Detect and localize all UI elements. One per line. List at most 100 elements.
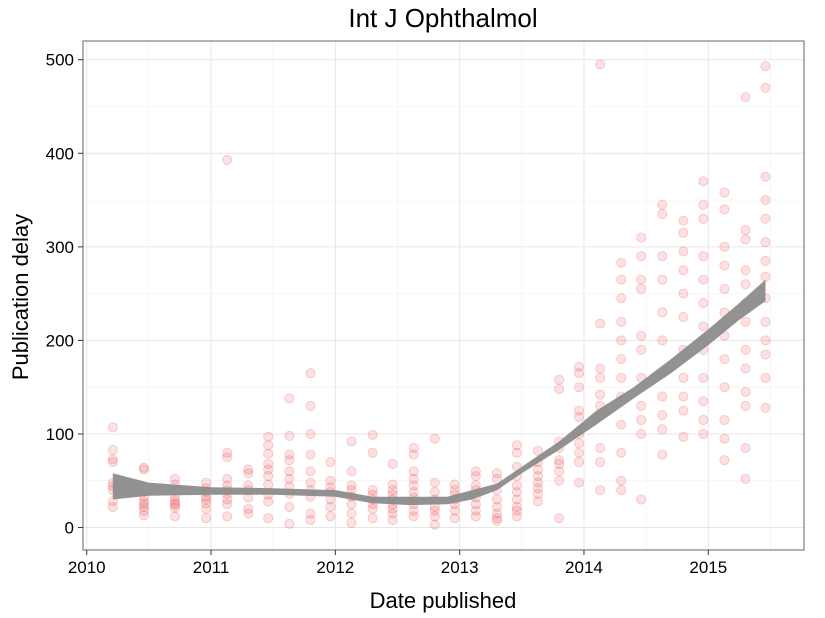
- data-point: [449, 513, 460, 524]
- data-point: [107, 422, 118, 433]
- data-point: [346, 436, 357, 447]
- data-point: [470, 505, 481, 516]
- data-point: [719, 414, 730, 425]
- data-point: [573, 438, 584, 449]
- data-point: [408, 486, 419, 497]
- data-point: [657, 251, 668, 262]
- data-point: [595, 372, 606, 383]
- data-point: [678, 312, 689, 323]
- data-point: [138, 462, 149, 473]
- data-point: [616, 316, 627, 327]
- data-point: [169, 511, 180, 522]
- data-point: [305, 449, 316, 460]
- data-point: [698, 176, 709, 187]
- data-point: [511, 501, 522, 512]
- data-point: [698, 428, 709, 439]
- data-point: [573, 412, 584, 423]
- data-point: [107, 457, 118, 468]
- data-point: [346, 508, 357, 519]
- data-point: [169, 473, 180, 484]
- data-point: [698, 213, 709, 224]
- data-point: [367, 503, 378, 514]
- data-point: [387, 503, 398, 514]
- data-point: [616, 335, 627, 346]
- data-point: [284, 393, 295, 404]
- data-point: [284, 455, 295, 466]
- data-point: [636, 400, 647, 411]
- data-point: [491, 513, 502, 524]
- data-point: [367, 429, 378, 440]
- plot-background: [83, 41, 804, 550]
- data-point: [491, 468, 502, 479]
- y-axis: 0 100 200 300 400 500: [46, 51, 83, 538]
- data-point: [698, 251, 709, 262]
- data-point: [305, 466, 316, 477]
- data-point: [740, 234, 751, 245]
- data-point: [595, 457, 606, 468]
- data-point: [491, 515, 502, 526]
- data-point: [636, 283, 647, 294]
- data-point: [573, 405, 584, 416]
- data-point: [107, 454, 118, 465]
- data-point: [719, 354, 730, 365]
- data-point: [678, 215, 689, 226]
- data-point: [698, 297, 709, 308]
- data-point: [678, 431, 689, 442]
- data-point: [222, 499, 233, 510]
- data-point: [305, 515, 316, 526]
- data-point: [719, 204, 730, 215]
- data-point: [760, 82, 771, 93]
- data-point: [169, 500, 180, 511]
- data-point: [554, 475, 565, 486]
- data-point: [408, 511, 419, 522]
- data-point: [408, 480, 419, 491]
- data-point: [138, 496, 149, 507]
- data-point: [595, 318, 606, 329]
- data-point: [387, 479, 398, 490]
- data-point: [305, 477, 316, 488]
- data-point: [616, 257, 627, 268]
- data-point: [511, 511, 522, 522]
- x-tick-label: 2010: [68, 558, 106, 577]
- data-point: [595, 485, 606, 496]
- data-point: [678, 265, 689, 276]
- data-point: [449, 479, 460, 490]
- data-point: [387, 458, 398, 469]
- y-tick-label: 500: [46, 51, 74, 70]
- data-point: [491, 501, 502, 512]
- data-point: [678, 405, 689, 416]
- data-point: [305, 400, 316, 411]
- data-point: [616, 372, 627, 383]
- data-point: [636, 232, 647, 243]
- data-point: [636, 251, 647, 262]
- data-point: [408, 449, 419, 460]
- data-point: [719, 187, 730, 198]
- data-point: [740, 344, 751, 355]
- data-point: [222, 494, 233, 505]
- x-tick-label: 2011: [193, 558, 230, 577]
- data-point: [107, 444, 118, 455]
- data-point: [201, 498, 212, 509]
- data-point: [532, 464, 543, 475]
- data-point: [429, 477, 440, 488]
- data-point: [429, 505, 440, 516]
- data-point: [740, 316, 751, 327]
- x-tick-label: 2012: [316, 558, 354, 577]
- data-point: [678, 391, 689, 402]
- data-point: [470, 511, 481, 522]
- data-point: [678, 288, 689, 299]
- data-point: [243, 508, 254, 519]
- data-point: [387, 485, 398, 496]
- data-point: [429, 519, 440, 530]
- data-point: [201, 494, 212, 505]
- x-axis: 2010 2011 2012 2013 2014 2015: [68, 550, 727, 577]
- data-point: [554, 455, 565, 466]
- data-point: [532, 477, 543, 488]
- data-point: [740, 225, 751, 236]
- data-point: [138, 499, 149, 510]
- data-point: [222, 511, 233, 522]
- data-point: [284, 449, 295, 460]
- data-point: [760, 402, 771, 413]
- data-point: [169, 498, 180, 509]
- x-tick-label: 2014: [565, 558, 603, 577]
